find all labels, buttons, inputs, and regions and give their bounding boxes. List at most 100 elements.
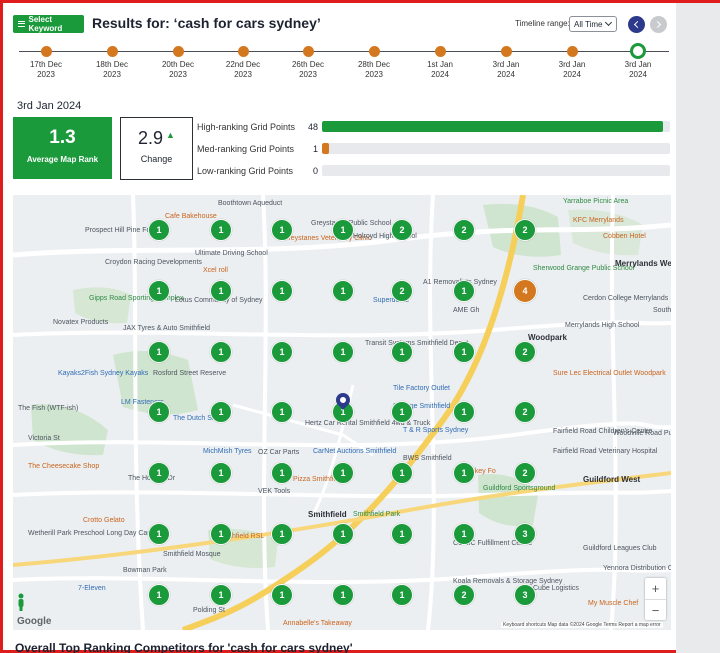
rank-grid-pin[interactable]: 1 bbox=[148, 584, 170, 606]
menu-icon bbox=[18, 21, 25, 27]
rank-grid-pin[interactable]: 1 bbox=[332, 280, 354, 302]
rank-grid-pin[interactable]: 1 bbox=[391, 341, 413, 363]
timeline-point[interactable]: 28th Dec 2023 bbox=[344, 42, 404, 80]
rank-grid-pin[interactable]: 1 bbox=[332, 523, 354, 545]
rank-grid-pin[interactable]: 1 bbox=[391, 523, 413, 545]
rank-grid-pin[interactable]: 1 bbox=[332, 462, 354, 484]
zoom-out-button[interactable]: − bbox=[651, 603, 660, 618]
rank-grid-pin[interactable]: 1 bbox=[148, 462, 170, 484]
map-place-label: VEK Tools bbox=[258, 488, 291, 495]
select-keyword-button[interactable]: Select Keyword bbox=[13, 15, 84, 33]
rank-grid-pin[interactable]: 1 bbox=[148, 523, 170, 545]
timeline-point[interactable]: 3rd Jan 2024 bbox=[542, 42, 602, 80]
rank-grid-pin[interactable]: 1 bbox=[332, 341, 354, 363]
pegman-icon[interactable] bbox=[16, 593, 26, 611]
timeline-point[interactable]: 22nd Dec 2023 bbox=[213, 42, 273, 80]
map-place-label: Novatex Products bbox=[53, 319, 109, 326]
timeline-point[interactable]: 3rd Jan 2024 bbox=[476, 42, 536, 80]
rank-grid-pin[interactable]: 1 bbox=[271, 584, 293, 606]
change-card: 2.9 ▲ Change bbox=[120, 117, 193, 180]
rank-grid-pin[interactable]: 2 bbox=[391, 280, 413, 302]
map-attribution[interactable]: Keyboard shortcuts Map data ©2024 Google… bbox=[501, 622, 663, 628]
rank-grid-pin[interactable]: 1 bbox=[453, 462, 475, 484]
rank-grid-pin[interactable]: 1 bbox=[210, 401, 232, 423]
timeline-point[interactable]: 26th Dec 2023 bbox=[278, 42, 338, 80]
map-place-label: Boothtown Aqueduct bbox=[218, 200, 283, 207]
average-map-rank-value: 1.3 bbox=[49, 127, 76, 148]
rank-grid-pin[interactable]: 1 bbox=[453, 341, 475, 363]
rank-grid-pin[interactable]: 2 bbox=[514, 462, 536, 484]
timeline-prev-button[interactable] bbox=[628, 16, 645, 33]
rank-grid-pin[interactable]: 1 bbox=[210, 280, 232, 302]
rank-grid-pin[interactable]: 1 bbox=[148, 219, 170, 241]
timeline-point[interactable]: 18th Dec 2023 bbox=[82, 42, 142, 80]
map-place-label: Bowman Park bbox=[123, 567, 167, 574]
rank-grid-pin[interactable]: 1 bbox=[332, 584, 354, 606]
rank-grid-pin[interactable]: 1 bbox=[271, 523, 293, 545]
rank-grid-pin[interactable]: 1 bbox=[391, 401, 413, 423]
rank-grid-pin[interactable]: 2 bbox=[514, 219, 536, 241]
rank-grid-pin[interactable]: 1 bbox=[210, 341, 232, 363]
rank-grid-pin[interactable]: 1 bbox=[210, 219, 232, 241]
map-place-label: Wetherill Park Preschool Long Day Care bbox=[28, 530, 154, 537]
map-place-label: Smithfield Park bbox=[353, 511, 401, 518]
rank-grid-pin[interactable]: 2 bbox=[453, 219, 475, 241]
timeline-date: 3rd Jan 2024 bbox=[558, 60, 586, 79]
change-label: Change bbox=[140, 154, 173, 164]
timeline-next-button[interactable] bbox=[650, 16, 667, 33]
map-place-label: CarNet Auctions Smithfield bbox=[313, 448, 397, 455]
rank-grid-pin[interactable]: 1 bbox=[271, 401, 293, 423]
results-header: Select Keyword Results for: ‘cash for ca… bbox=[13, 14, 669, 36]
timeline-point[interactable]: 1st Jan 2024 bbox=[410, 42, 470, 80]
rank-grid-pin[interactable]: 1 bbox=[332, 219, 354, 241]
map-place-label: KFC Merrylands bbox=[573, 217, 624, 224]
rank-grid-pin[interactable]: 2 bbox=[514, 401, 536, 423]
timeline-range-value: All Time bbox=[574, 19, 603, 29]
timeline-point[interactable]: 17th Dec 2023 bbox=[16, 42, 76, 80]
rank-grid-pin[interactable]: 1 bbox=[271, 219, 293, 241]
map-place-label: Tile Factory Outlet bbox=[393, 385, 450, 392]
rank-grid-pin[interactable]: 1 bbox=[271, 280, 293, 302]
change-value: 2.9 bbox=[138, 128, 164, 148]
rank-grid-pin[interactable]: 2 bbox=[514, 341, 536, 363]
timeline-date: 28th Dec 2023 bbox=[357, 60, 391, 79]
rank-grid-pin[interactable]: 1 bbox=[271, 462, 293, 484]
rank-grid-pin[interactable]: 2 bbox=[453, 584, 475, 606]
timeline: 17th Dec 2023 18th Dec 2023 20th Dec 2023 22nd… bbox=[13, 42, 669, 86]
map-place-label: My Muscle Chef bbox=[588, 600, 639, 607]
competitors-heading: Overall Top Ranking Competitors for 'cas… bbox=[15, 641, 353, 653]
map-place-label: JAX Tyres & Auto Smithfield bbox=[123, 325, 211, 332]
rank-grid-pin[interactable]: 1 bbox=[148, 341, 170, 363]
rank-grid-pin[interactable]: 2 bbox=[391, 219, 413, 241]
chevron-left-icon bbox=[633, 20, 642, 29]
zoom-in-button[interactable]: + bbox=[651, 581, 660, 596]
map-place-label: Rosford Street Reserve bbox=[153, 370, 227, 377]
rank-grid-pin[interactable]: 4 bbox=[513, 279, 537, 303]
timeline-dot bbox=[106, 46, 118, 57]
timeline-date: 22nd Dec 2023 bbox=[225, 60, 261, 79]
timeline-range-select[interactable]: All Time bbox=[569, 16, 617, 32]
rank-grid-pin[interactable]: 1 bbox=[453, 280, 475, 302]
map-place-label: Victoria St bbox=[28, 435, 60, 442]
rank-grid-pin[interactable]: 1 bbox=[210, 584, 232, 606]
timeline-point[interactable]: 20th Dec 2023 bbox=[148, 42, 208, 80]
rank-grid-pin[interactable]: 1 bbox=[148, 401, 170, 423]
rank-grid-pin[interactable]: 1 bbox=[271, 341, 293, 363]
timeline-point[interactable]: 3rd Jan 2024 bbox=[608, 42, 668, 80]
rank-grid-pin[interactable]: 1 bbox=[148, 280, 170, 302]
rank-grid-pin[interactable]: 1 bbox=[210, 462, 232, 484]
rank-grid-pin[interactable]: 3 bbox=[514, 523, 536, 545]
rank-grid-pin[interactable]: 1 bbox=[453, 523, 475, 545]
rank-grid-pin[interactable]: 1 bbox=[210, 523, 232, 545]
rank-grid-pin[interactable]: 1 bbox=[391, 462, 413, 484]
rank-grid-pin[interactable]: 3 bbox=[514, 584, 536, 606]
rank-grid-pin[interactable]: 1 bbox=[453, 401, 475, 423]
rank-grid-pin[interactable]: 1 bbox=[391, 584, 413, 606]
map-place-label: Yarraboe Picnic Area bbox=[563, 198, 629, 205]
ranking-breakdown: High-ranking Grid Points 48 Med-ranking Gr… bbox=[197, 119, 671, 185]
ranking-label: High-ranking Grid Points bbox=[197, 122, 296, 132]
map-place-label: Guildford Sportsground bbox=[483, 485, 556, 492]
rank-grid-map[interactable]: Boothtown Aqueduct Cafe Bakehouse Prospect… bbox=[13, 195, 671, 630]
select-keyword-label: Select Keyword bbox=[28, 15, 63, 33]
